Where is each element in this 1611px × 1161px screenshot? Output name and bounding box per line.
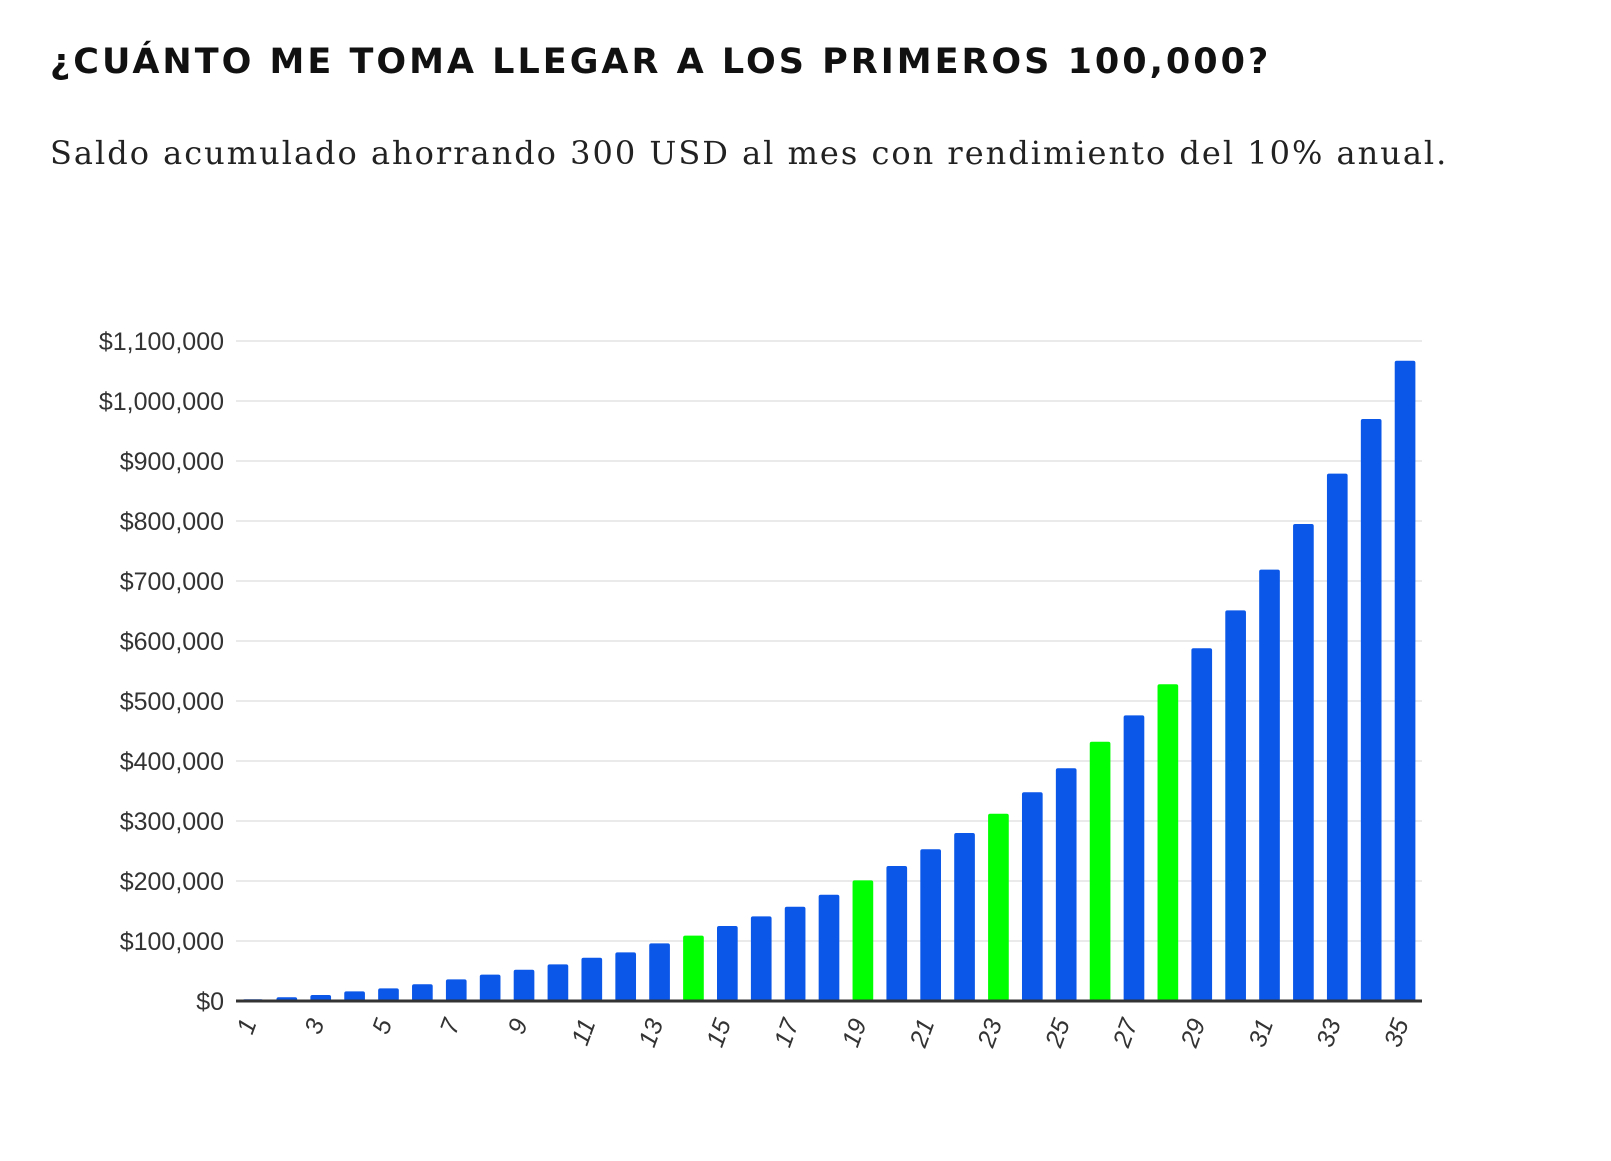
- x-tick-label: 13: [633, 1015, 669, 1051]
- x-tick-label: 7: [435, 1014, 466, 1038]
- bar: [479, 974, 501, 1001]
- bar-chart: $0 $100,000 $200,000 $300,000 $400,000 $500,0…: [99, 328, 1422, 1052]
- bar: [886, 866, 908, 1001]
- bar: [920, 849, 941, 1001]
- x-tick-label: 25: [1040, 1015, 1076, 1052]
- y-tick-label: $300,000: [120, 808, 224, 836]
- x-tick-label: 15: [701, 1015, 737, 1051]
- bar: [412, 984, 433, 1001]
- bar: [1123, 715, 1145, 1001]
- bar-highlight: [683, 935, 704, 1001]
- bar: [649, 943, 670, 1001]
- bar: [1021, 792, 1043, 1001]
- y-tick-label: $700,000: [120, 568, 224, 596]
- y-tick-label: $1,100,000: [99, 328, 224, 356]
- x-tick-label: 3: [299, 1015, 330, 1038]
- chart-title: ¿CUÁNTO ME TOMA LLEGAR A LOS PRIMEROS 10…: [50, 42, 1272, 82]
- x-tick-label: 11: [566, 1015, 601, 1049]
- y-tick-label: $400,000: [120, 748, 224, 776]
- y-tick-label: $200,000: [120, 868, 224, 896]
- x-tick-label: 5: [367, 1015, 398, 1038]
- bar: [1326, 473, 1348, 1002]
- x-tick-label: 1: [231, 1015, 262, 1038]
- x-tick-label: 21: [904, 1015, 940, 1052]
- bar: [1259, 569, 1280, 1001]
- bar: [1225, 610, 1246, 1001]
- x-tick-label: 31: [1243, 1015, 1279, 1051]
- bar: [1055, 768, 1077, 1001]
- x-tick-label: 27: [1107, 1014, 1144, 1052]
- bar: [1360, 419, 1382, 1001]
- bar: [1293, 524, 1314, 1001]
- bar: [717, 926, 738, 1001]
- bar: [954, 833, 975, 1001]
- y-tick-label: $800,000: [120, 508, 224, 536]
- bar-highlight: [988, 813, 1009, 1001]
- x-tick-label: 35: [1379, 1015, 1415, 1051]
- x-tick-label: 29: [1175, 1015, 1211, 1052]
- bar: [784, 906, 806, 1001]
- x-tick-label: 33: [1311, 1015, 1347, 1051]
- bar: [378, 988, 399, 1001]
- x-tick-label: 17: [769, 1014, 805, 1051]
- y-tick-label: $900,000: [120, 448, 224, 476]
- bar-highlight: [852, 880, 874, 1001]
- bar: [750, 916, 772, 1001]
- y-tick-label: $600,000: [120, 628, 224, 656]
- bar: [344, 991, 365, 1001]
- bar-highlight: [1157, 684, 1179, 1001]
- y-tick-label: $500,000: [120, 688, 224, 716]
- x-tick-label: 23: [972, 1015, 1008, 1052]
- bar: [1394, 360, 1416, 1001]
- bar: [818, 894, 840, 1001]
- bar: [513, 969, 535, 1001]
- chart-subtitle: Saldo acumulado ahorrando 300 USD al mes…: [50, 134, 1449, 172]
- bar: [547, 964, 569, 1001]
- x-tick-label: 19: [837, 1015, 873, 1051]
- bar: [1191, 648, 1213, 1001]
- y-tick-label: $0: [196, 988, 224, 1016]
- bar: [581, 957, 603, 1001]
- x-tick-label: 9: [503, 1015, 534, 1038]
- bar-highlight: [1089, 741, 1111, 1001]
- y-tick-label: $1,000,000: [99, 388, 224, 416]
- bar: [445, 979, 467, 1001]
- y-tick-label: $100,000: [120, 928, 224, 956]
- bar: [615, 952, 637, 1001]
